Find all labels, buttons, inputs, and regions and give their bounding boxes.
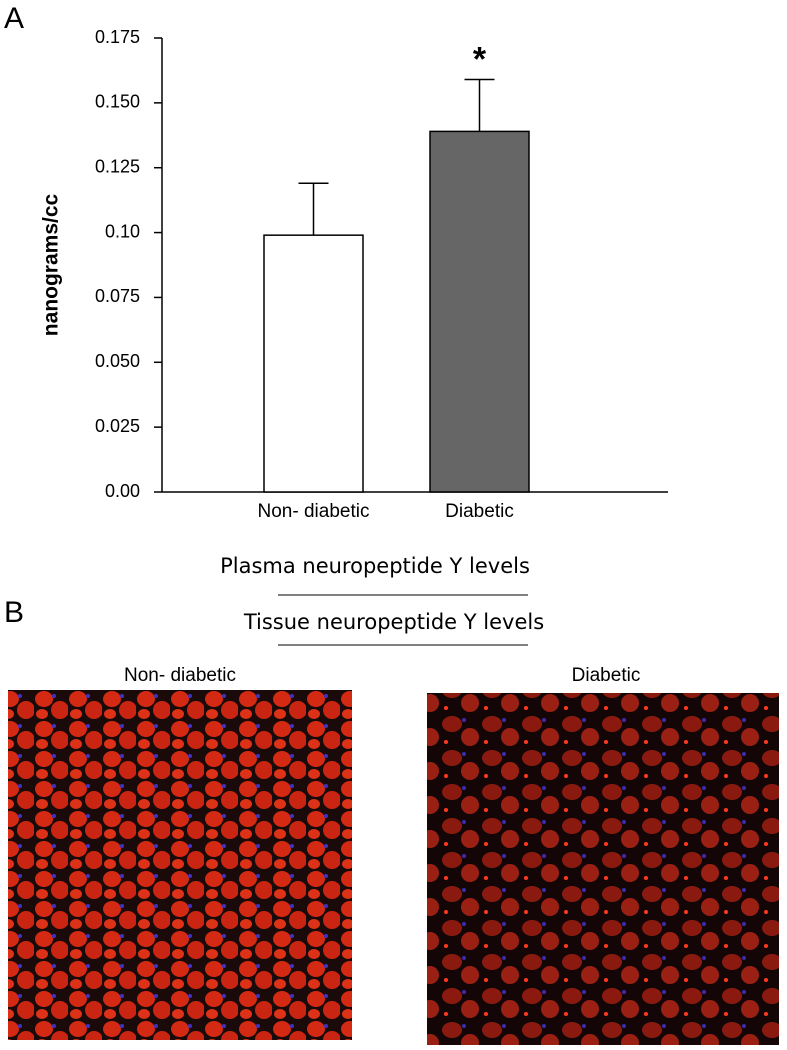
y-tick-label: 0.025 xyxy=(95,416,140,436)
y-tick-label: 0.150 xyxy=(95,92,140,112)
y-tick-label: 0.050 xyxy=(95,351,140,371)
caption: Plasma neuropeptide Y levels xyxy=(220,554,530,578)
y-tick-label: 0.175 xyxy=(95,27,140,47)
image-title: Non- diabetic xyxy=(124,665,236,686)
x-tick-label: Diabetic xyxy=(445,501,514,522)
micrograph xyxy=(427,693,779,1045)
y-tick-label: 0.00 xyxy=(105,481,140,501)
bar xyxy=(263,234,364,493)
image-title: Diabetic xyxy=(572,665,641,686)
plot: 0.00 0.025 0.050 0.075 0.10 0.125 0.150 0.175 No… xyxy=(95,27,530,522)
x-tick-label: Non- diabetic xyxy=(258,501,370,522)
y-tick-label: 0.075 xyxy=(95,286,140,306)
y-tick-label: 0.125 xyxy=(95,156,140,176)
panel-label: B xyxy=(4,596,24,629)
caption: Tissue neuropeptide Y levels xyxy=(243,610,544,634)
significance: * xyxy=(473,40,487,78)
y-axis-label: nanograms/cc xyxy=(40,193,63,336)
bar xyxy=(429,130,530,493)
micrograph xyxy=(8,690,352,1040)
y-tick-label: 0.10 xyxy=(105,221,140,241)
panel-label: A xyxy=(4,2,24,35)
